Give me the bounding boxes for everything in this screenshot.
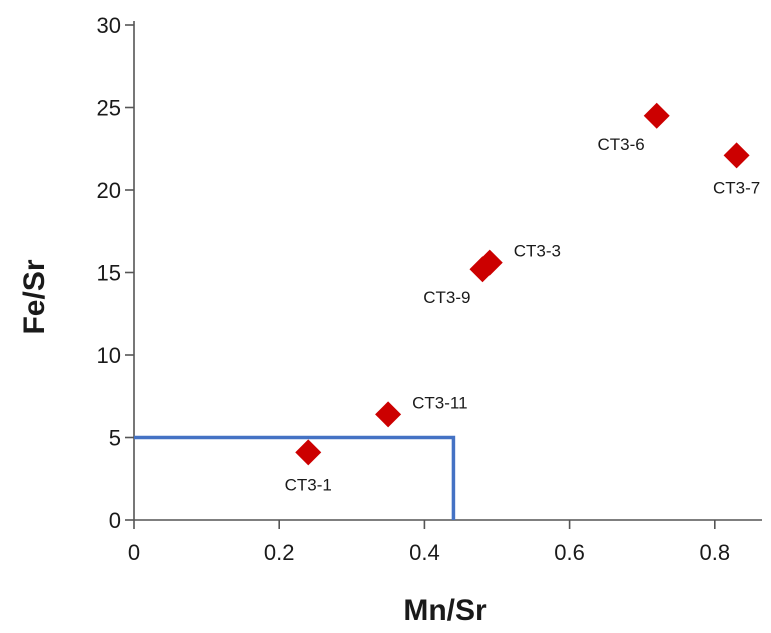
y-tick-label: 15 <box>97 261 121 286</box>
y-ticks: 0 5 10 15 20 25 30 <box>97 13 134 533</box>
y-tick-label: 20 <box>97 178 121 203</box>
x-tick-label: 0.8 <box>700 540 731 565</box>
y-tick-label: 10 <box>97 343 121 368</box>
y-tick-label: 25 <box>97 96 121 121</box>
point-labels: CT3-1 CT3-11 CT3-9 CT3-3 CT3-6 CT3-7 <box>285 135 761 495</box>
x-tick-label: 0.2 <box>264 540 295 565</box>
y-tick-label: 0 <box>109 508 121 533</box>
x-tick-label: 0.6 <box>554 540 585 565</box>
x-tick-label: 0 <box>128 540 140 565</box>
data-point <box>295 439 322 466</box>
reference-lines <box>134 435 456 520</box>
data-points <box>295 102 750 466</box>
y-tick-label: 5 <box>109 426 121 451</box>
y-tick-label: 30 <box>97 13 121 38</box>
y-axis-title: Fe/Sr <box>18 259 51 334</box>
point-label: CT3-6 <box>597 135 644 154</box>
point-label: CT3-9 <box>423 288 470 307</box>
axes <box>133 21 762 521</box>
x-axis-title: Mn/Sr <box>403 594 487 627</box>
point-label: CT3-1 <box>285 475 332 494</box>
point-label: CT3-7 <box>713 178 760 197</box>
data-point <box>643 102 670 129</box>
data-point <box>723 142 750 169</box>
point-label: CT3-3 <box>514 242 561 261</box>
data-point <box>476 249 503 276</box>
x-ticks: 0 0.2 0.4 0.6 0.8 <box>128 520 730 565</box>
data-point <box>375 401 402 428</box>
reference-line <box>134 435 456 520</box>
point-label: CT3-11 <box>412 393 467 412</box>
x-tick-label: 0.4 <box>409 540 440 565</box>
